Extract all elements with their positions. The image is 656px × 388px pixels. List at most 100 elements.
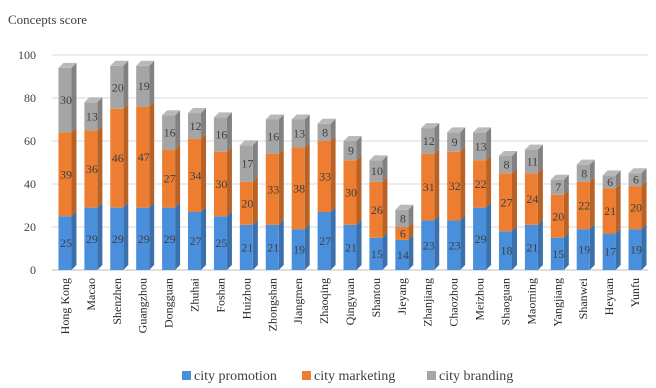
bar-segment xyxy=(628,186,642,230)
data-label: 7 xyxy=(555,180,561,194)
bar-side xyxy=(641,181,647,230)
legend-label: city marketing xyxy=(314,369,395,384)
bar-side xyxy=(408,222,414,240)
bar-side xyxy=(330,206,336,270)
x-category-label: Jiangmen xyxy=(291,278,305,324)
bar-segment xyxy=(58,132,72,217)
bar-segment xyxy=(84,207,98,270)
bar-segment xyxy=(213,151,227,217)
bar-segment xyxy=(265,119,279,154)
data-label: 22 xyxy=(475,177,487,191)
bar-side xyxy=(201,133,207,212)
bar-segment xyxy=(447,151,461,221)
data-label: 20 xyxy=(112,80,124,94)
bar-segment xyxy=(343,141,357,161)
bar-top xyxy=(602,170,621,176)
bar-side xyxy=(304,114,310,148)
bar-top xyxy=(317,118,336,124)
bar-segment xyxy=(421,220,435,270)
bar-segment xyxy=(162,149,176,208)
bar-side xyxy=(589,159,595,182)
data-label: 8 xyxy=(503,158,509,172)
x-category-label: Jieyang xyxy=(395,278,409,315)
legend-label: city branding xyxy=(439,369,513,384)
bar-side xyxy=(330,136,336,212)
bar-side xyxy=(175,202,181,270)
bar-segment xyxy=(291,229,305,270)
bar-side xyxy=(511,168,517,232)
data-label: 26 xyxy=(371,203,383,217)
data-label: 6 xyxy=(607,175,613,189)
x-category-label: Zhongshan xyxy=(265,278,279,331)
legend-swatch xyxy=(302,371,311,380)
x-category-label: Qingyuan xyxy=(343,278,357,325)
data-label: 23 xyxy=(423,238,435,252)
data-label: 16 xyxy=(215,128,227,142)
bar-side xyxy=(226,112,232,152)
bar-side xyxy=(460,127,466,152)
bar-segment xyxy=(239,224,253,270)
bar-side xyxy=(304,142,310,230)
bar-segment xyxy=(84,102,98,131)
bar-segment xyxy=(550,194,564,238)
bar-side xyxy=(460,215,466,270)
data-label: 19 xyxy=(293,243,305,257)
bar-segment xyxy=(162,207,176,270)
bar-side xyxy=(278,219,284,270)
data-label: 33 xyxy=(319,169,331,183)
bar-segment xyxy=(291,119,305,148)
bar-side xyxy=(278,148,284,225)
data-label: 31 xyxy=(423,180,435,194)
bar-side xyxy=(563,189,569,238)
data-label: 25 xyxy=(215,236,227,250)
x-category-label: Guangzhou xyxy=(136,278,150,333)
bar-segment xyxy=(265,224,279,270)
bar-side xyxy=(304,224,310,270)
data-label: 46 xyxy=(112,151,124,165)
y-tick-label: 0 xyxy=(30,263,36,277)
bar-segment xyxy=(239,145,253,182)
bar-top xyxy=(576,159,595,165)
bar-side xyxy=(408,204,414,227)
bar-segment xyxy=(524,224,538,270)
bar-side xyxy=(356,219,362,270)
bar-side xyxy=(123,202,129,270)
data-label: 11 xyxy=(527,154,539,168)
bar-top xyxy=(136,60,155,66)
data-label: 29 xyxy=(164,232,176,246)
bar-side xyxy=(641,168,647,187)
data-label: 12 xyxy=(423,134,435,148)
x-category-label: Chaozhou xyxy=(447,278,461,327)
bar-top xyxy=(162,110,181,116)
legend-swatch xyxy=(182,371,191,380)
bar-side xyxy=(382,176,388,238)
bar-segment xyxy=(239,181,253,225)
bar-side xyxy=(615,183,621,234)
data-label: 29 xyxy=(475,232,487,246)
data-label: 29 xyxy=(138,232,150,246)
bar-segment xyxy=(421,128,435,154)
bar-segment xyxy=(317,211,331,270)
data-label: 21 xyxy=(526,240,538,254)
bar-top xyxy=(369,155,388,161)
bar-side xyxy=(71,62,77,133)
data-label: 39 xyxy=(60,167,72,181)
y-tick-label: 80 xyxy=(24,91,36,105)
y-tick-label: 60 xyxy=(24,134,36,148)
bar-top xyxy=(239,140,258,146)
bar-side xyxy=(123,60,129,109)
bar-segment xyxy=(188,138,202,212)
x-category-label: Zhaoqing xyxy=(317,278,331,324)
bar-segment xyxy=(473,207,487,270)
bar-segment xyxy=(447,132,461,152)
data-label: 29 xyxy=(112,232,124,246)
legend: city promotion city marketing city brandin… xyxy=(182,369,513,384)
bar-segment xyxy=(213,117,227,152)
bar-segment xyxy=(498,231,512,270)
bar-side xyxy=(563,174,569,195)
data-label: 17 xyxy=(241,157,253,171)
data-label: 29 xyxy=(86,232,98,246)
bar-side xyxy=(537,219,543,270)
data-label: 33 xyxy=(267,182,279,196)
x-category-label: Shaoguan xyxy=(498,278,512,325)
